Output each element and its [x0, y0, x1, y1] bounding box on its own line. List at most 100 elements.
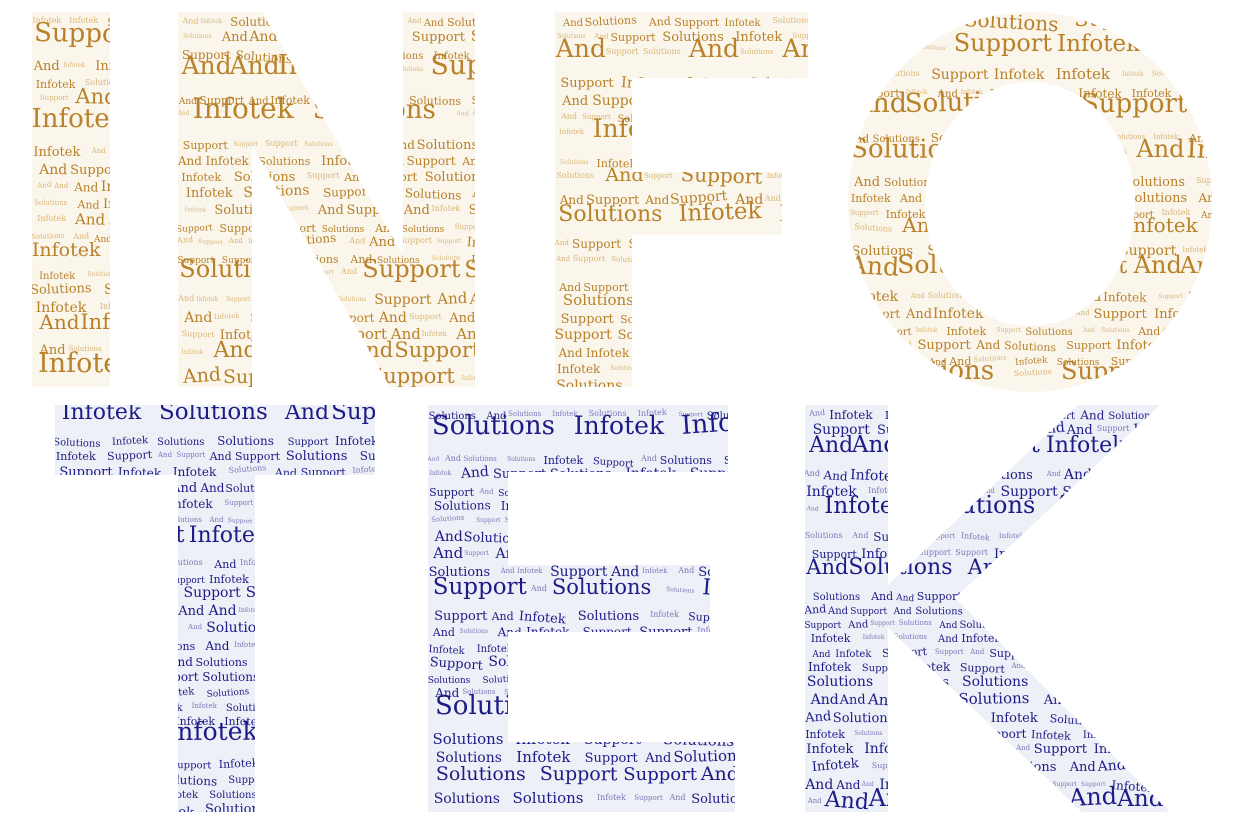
cloud-word: Solutions	[1112, 133, 1146, 141]
cloud-word: Infotek	[515, 730, 570, 748]
cloud-word: Infotek	[991, 711, 1038, 726]
cloud-word: Solutions	[833, 711, 895, 726]
cloud-word: Infotek	[864, 741, 915, 757]
cloud-word: Infotek	[1165, 370, 1191, 378]
cloud-word: Support	[362, 255, 461, 283]
cloud-word: Solutions	[434, 498, 491, 513]
cloud-word: Support	[679, 362, 728, 376]
cloud-word: Infotek	[310, 689, 332, 696]
cloud-word: And	[941, 781, 954, 788]
cloud-word: Solutions	[338, 296, 366, 303]
cloud-word: Solutions	[977, 178, 1005, 185]
cloud-word: Infotek	[277, 558, 317, 571]
cloud-word: Support	[464, 550, 489, 557]
cloud-word: And	[221, 30, 248, 45]
cloud-word: And	[177, 110, 190, 117]
cloud-word: Infotek	[240, 558, 269, 567]
cloud-word: Infotek	[1055, 621, 1088, 631]
cloud-word: And	[178, 97, 197, 107]
cloud-word: Support	[1114, 634, 1155, 645]
cloud-word: And	[1107, 593, 1127, 604]
cloud-word: Infotek	[1015, 355, 1049, 368]
cloud-word: Support	[538, 685, 596, 701]
cloud-word: Solutions	[1020, 796, 1058, 805]
cloud-word: And	[168, 655, 193, 669]
cloud-word: And	[688, 34, 739, 63]
cloud-word: And	[434, 529, 463, 545]
cloud-word: And	[851, 531, 868, 540]
cloud-word: Support	[228, 775, 269, 786]
cloud-word: Solutions	[700, 125, 738, 136]
cloud-word: And	[822, 468, 848, 484]
cloud-word: Support	[409, 312, 443, 321]
cloud-word: Infotek	[218, 756, 259, 771]
cloud-word: Solutions	[428, 676, 471, 686]
cloud-word: And	[177, 294, 194, 303]
cloud-word: Infotek	[574, 411, 665, 440]
cloud-word: Support	[726, 111, 775, 125]
cloud-word: Solutions	[959, 778, 1021, 793]
cloud-word: Support	[617, 641, 659, 655]
cloud-word: Infotek	[851, 192, 891, 205]
cloud-word: Solutions	[417, 138, 479, 153]
cloud-word: And	[274, 466, 298, 480]
cloud-word: Infotek	[63, 716, 89, 724]
cloud-word: Support	[412, 30, 466, 45]
cloud-word: Infotek	[267, 606, 293, 614]
cloud-word: And	[1053, 491, 1102, 519]
cloud-word: Infotek	[918, 784, 1005, 812]
cloud-word: Support	[910, 757, 971, 775]
cloud-word: And	[700, 763, 739, 785]
cloud-word: Infotek	[33, 145, 80, 160]
cloud-word: Solutions	[498, 489, 541, 499]
cloud-word: Infotek	[1094, 742, 1141, 757]
cloud-word: And	[187, 623, 203, 631]
cloud-word: Solutions	[1200, 357, 1250, 395]
cloud-word: Infotek	[941, 224, 963, 231]
cloud-word: Solutions	[934, 411, 981, 422]
cloud-word: And	[471, 108, 488, 117]
cloud-word: Solutions	[179, 255, 293, 283]
cloud-word: Solutions	[206, 687, 250, 700]
cloud-word: Solutions	[464, 257, 573, 283]
cloud-word: And	[904, 711, 931, 726]
cloud-word: Support	[353, 499, 382, 507]
cloud-word: Support	[555, 327, 613, 343]
cloud-word: And	[969, 648, 985, 656]
cloud-word: And	[213, 338, 258, 363]
cloud-word: Infotek	[678, 198, 763, 227]
cloud-word: Support	[394, 338, 480, 362]
cloud-word: Infotek	[678, 516, 704, 524]
letter-e: Solutions And Solutions Infotek Solutions Inf…	[428, 405, 776, 812]
cloud-word: Solutions	[513, 789, 584, 807]
cloud-word: Solutions	[526, 550, 554, 557]
cloud-word: Solutions	[1126, 191, 1188, 206]
letter-n: And Infotek Solutions Support And Support And A…	[177, 12, 573, 387]
cloud-word: Infotek	[806, 327, 857, 343]
cloud-word: Support	[639, 625, 693, 640]
cloud-word: Infotek	[848, 289, 899, 305]
cloud-word: Solutions	[552, 575, 651, 599]
cloud-word: Infotek	[1083, 730, 1120, 741]
cloud-word: Support	[917, 590, 963, 603]
cloud-word: Infotek	[811, 756, 859, 775]
cloud-word: And	[284, 400, 329, 425]
cloud-word: Solutions	[724, 454, 776, 467]
cloud-word: Infotek	[749, 113, 847, 144]
cloud-word: Infotek	[965, 589, 1005, 603]
cloud-word: Support	[1001, 484, 1059, 500]
cloud-word: Solutions	[1153, 741, 1219, 757]
cloud-word: Infotek	[1033, 532, 1055, 540]
cloud-word: And	[646, 361, 675, 377]
cloud-word: Support	[850, 607, 887, 617]
cloud-word: Infotek	[428, 644, 466, 657]
cloud-word: And	[1207, 357, 1229, 368]
cloud-word: Support	[584, 732, 642, 748]
cloud-word: And	[1049, 663, 1071, 674]
cloud-word: Support	[1084, 176, 1118, 185]
cloud-word: Infotek	[101, 179, 152, 195]
cloud-word: Infotek	[1126, 213, 1199, 237]
cloud-word: Solutions	[1018, 620, 1046, 627]
cloud-word: Solutions	[871, 356, 994, 386]
cloud-word: And	[852, 88, 907, 119]
